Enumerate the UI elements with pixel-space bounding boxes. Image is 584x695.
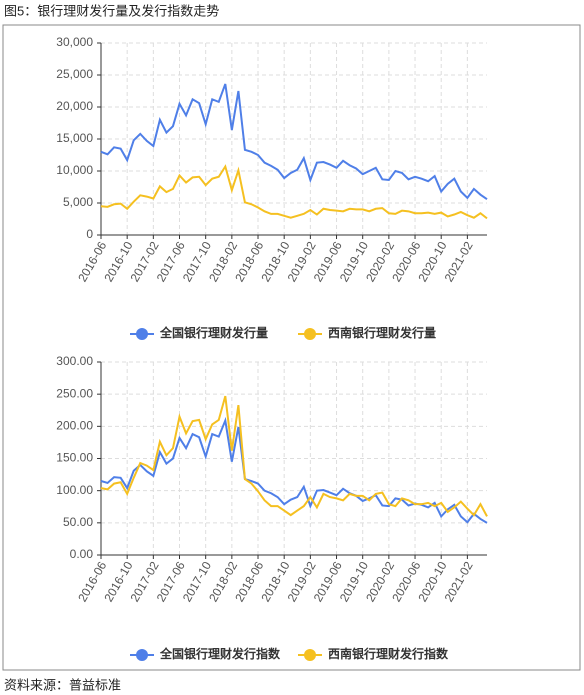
legend-marker — [136, 328, 148, 340]
y-tick-label: 10,000 — [56, 163, 93, 177]
y-tick-label: 5,000 — [63, 195, 93, 209]
y-tick-label: 25,000 — [56, 67, 93, 81]
legend-marker — [136, 649, 148, 661]
source: 资料来源：普益标准 — [4, 677, 121, 692]
y-tick-label: 300.00 — [56, 354, 93, 368]
series-line — [100, 83, 488, 200]
series-line — [100, 164, 488, 220]
page-title: 图5：银行理财发行量及发行指数走势 — [4, 3, 219, 18]
y-tick-label: 0.00 — [70, 547, 94, 561]
y-tick-label: 250.00 — [56, 386, 93, 400]
frame — [2, 24, 581, 671]
legend-label: 西南银行理财发行量 — [328, 325, 436, 340]
legend-marker — [304, 328, 316, 340]
legend-marker — [304, 649, 316, 661]
series-line — [100, 416, 488, 524]
series-line — [100, 395, 488, 517]
y-tick-label: 50.00 — [63, 515, 93, 529]
y-tick-label: 100.00 — [56, 483, 93, 497]
y-tick-label: 200.00 — [56, 419, 93, 433]
y-tick-label: 30,000 — [56, 35, 93, 49]
y-tick-label: 20,000 — [56, 99, 93, 113]
legend-label: 全国银行理财发行指数 — [159, 646, 281, 661]
legend-label: 西南银行理财发行指数 — [328, 646, 449, 661]
y-tick-label: 15,000 — [56, 131, 93, 145]
y-tick-label: 150.00 — [56, 451, 93, 465]
y-tick-label: 0 — [86, 227, 93, 241]
legend-label: 全国银行理财发行量 — [159, 325, 268, 340]
